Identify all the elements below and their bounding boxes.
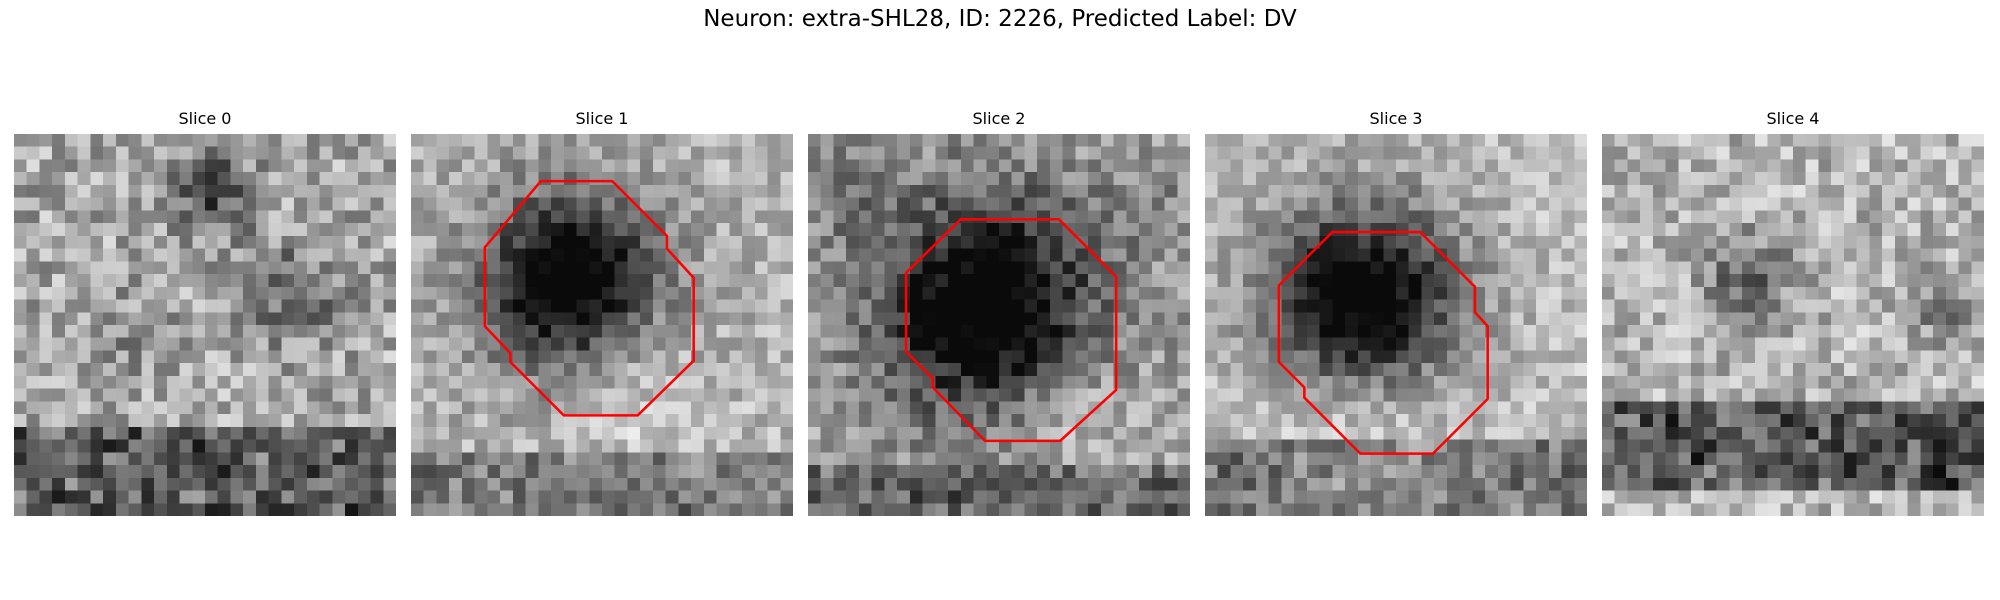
- slice-panel-2: Slice 2: [808, 108, 1190, 520]
- cell-contour: [1277, 230, 1489, 455]
- slice-panel-3: Slice 3: [1205, 108, 1587, 520]
- slice-image-1: [411, 134, 793, 516]
- cell-contour: [904, 218, 1118, 443]
- slice-title-0: Slice 0: [178, 109, 232, 128]
- slice-panel-4: Slice 4: [1602, 108, 1984, 520]
- slice-image-2: [808, 134, 1190, 516]
- cell-contour: [483, 179, 695, 417]
- slice-title-4: Slice 4: [1766, 109, 1820, 128]
- slice-title-2: Slice 2: [972, 109, 1026, 128]
- slice-panel-1: Slice 1: [411, 108, 793, 520]
- figure-title: Neuron: extra-SHL28, ID: 2226, Predicted…: [703, 6, 1297, 32]
- slice-image-4: [1602, 134, 1984, 516]
- slice-image-0: [14, 134, 396, 516]
- slice-title-1: Slice 1: [575, 109, 629, 128]
- slice-title-3: Slice 3: [1369, 109, 1423, 128]
- slice-image-3: [1205, 134, 1587, 516]
- slice-panel-0: Slice 0: [14, 108, 396, 520]
